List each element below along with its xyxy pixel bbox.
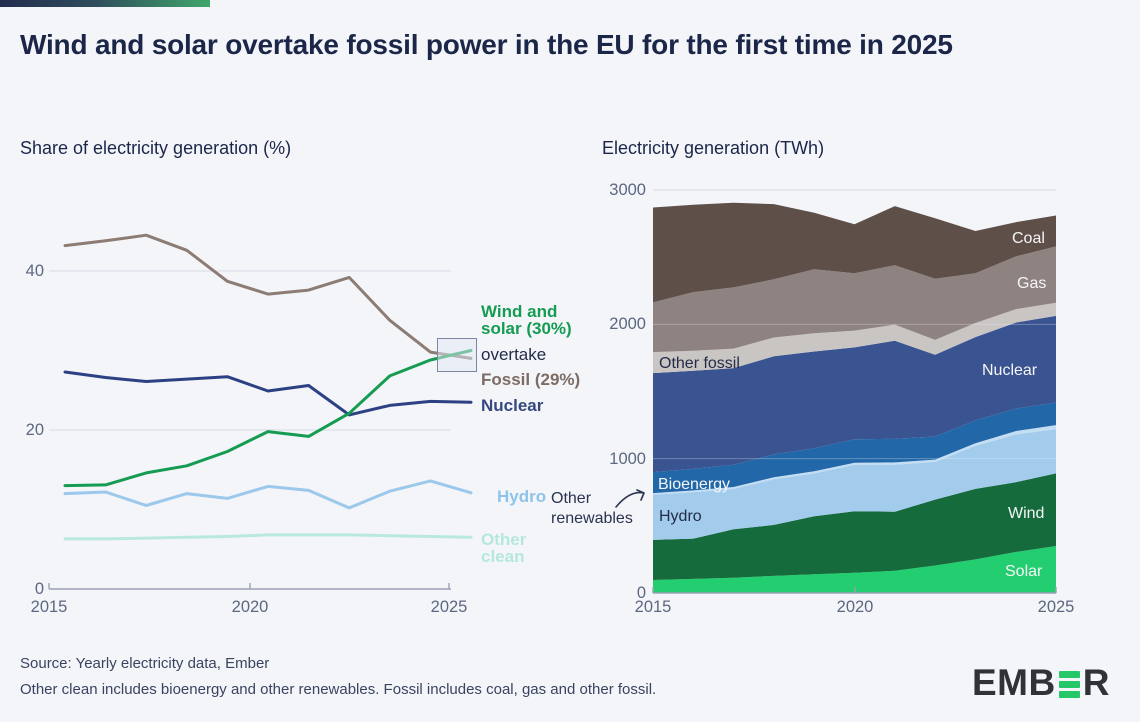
nuclear-area-label: Nuclear: [982, 362, 1038, 379]
right-y-tick-2000: 2000: [609, 315, 646, 333]
left-x-tick-2025: 2025: [430, 598, 468, 616]
gas-area-label: Gas: [1017, 275, 1047, 292]
right-x-tick-2015: 2015: [634, 598, 672, 616]
coal-area-label: Coal: [1012, 230, 1045, 247]
source-text: Source: Yearly electricity data, Ember: [20, 655, 270, 672]
right-x-tick-2025: 2025: [1037, 598, 1075, 616]
left-x-tick-2020: 2020: [231, 598, 269, 616]
left-y-tick-0: 0: [34, 580, 44, 598]
annotation-arrow-icon: [615, 489, 645, 508]
right-y-tick-1000: 1000: [609, 450, 646, 468]
left-chart-title: Share of electricity generation (%): [20, 138, 292, 158]
right-y-tick-3000: 3000: [609, 181, 646, 199]
other-fossil-area-label: Other fossil: [659, 355, 740, 372]
left-y-tick-20: 20: [25, 421, 44, 439]
right-x-tick-2020: 2020: [836, 598, 874, 616]
nuclear-line-label: Nuclear: [481, 396, 544, 415]
page-title: Wind and solar overtake fossil power in …: [20, 29, 953, 60]
brand-accent-bar: [0, 0, 210, 7]
logo-text-r: R: [1082, 662, 1110, 703]
solar-area-label: Solar: [1005, 563, 1043, 580]
fossil-line-label: Fossil (29%): [481, 370, 581, 389]
other-renewables-annotation: Other renewables: [551, 490, 633, 527]
left-x-tick-2015: 2015: [30, 598, 68, 616]
ember-logo: EMB R: [972, 662, 1110, 704]
generation-stacked-area-chart: [652, 189, 1057, 594]
overtake-highlight-box: [437, 338, 477, 372]
wind-solar-line-label: Wind and solar (30%): [481, 302, 572, 338]
wind-area-label: Wind: [1008, 505, 1045, 522]
footnote-text: Other clean includes bioenergy and other…: [20, 681, 657, 698]
right-chart-title: Electricity generation (TWh): [602, 138, 825, 158]
hydro-area-label: Hydro: [659, 508, 702, 525]
left-y-tick-40: 40: [25, 262, 44, 280]
bioenergy-area-label: Bioenergy: [658, 476, 731, 493]
right-y-tick-0: 0: [636, 584, 646, 602]
share-of-generation-line-chart: [48, 233, 473, 590]
other-clean-line-label: Other clean: [481, 530, 527, 566]
logo-green-e-icon: [1058, 669, 1080, 699]
overtake-label: overtake: [481, 345, 547, 364]
logo-text-emb: EMB: [972, 662, 1056, 703]
hydro-line-label: Hydro: [497, 487, 547, 506]
